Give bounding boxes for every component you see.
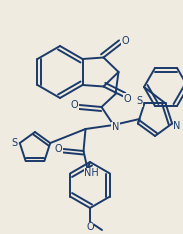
Text: O: O	[122, 37, 129, 47]
Text: N: N	[173, 121, 181, 131]
Text: O: O	[124, 94, 131, 103]
Text: NH: NH	[84, 168, 99, 178]
Text: O: O	[55, 144, 62, 154]
Text: O: O	[71, 100, 78, 110]
Text: S: S	[12, 138, 18, 148]
Text: O: O	[86, 222, 94, 232]
Text: N: N	[112, 122, 119, 132]
Text: S: S	[136, 96, 143, 106]
